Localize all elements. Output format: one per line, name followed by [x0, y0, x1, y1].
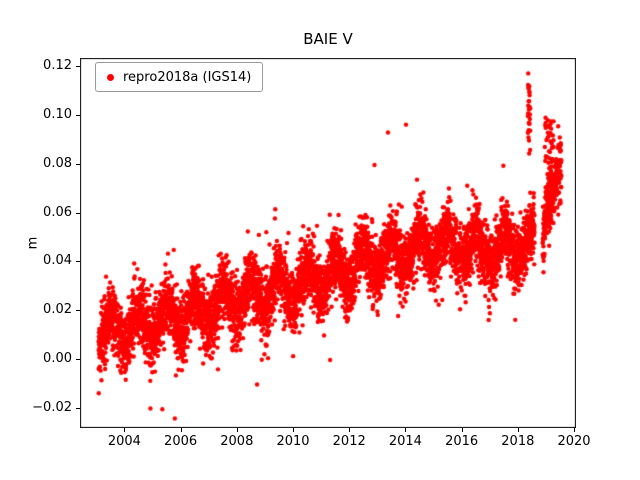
- y-tick-label: 0.04: [43, 253, 72, 269]
- legend-marker-icon: [107, 73, 114, 81]
- y-tick-mark: [76, 359, 80, 361]
- x-tick-mark: [349, 428, 351, 432]
- y-tick-label: 0.00: [43, 351, 72, 367]
- x-tick-mark: [236, 428, 238, 432]
- y-tick-mark: [76, 407, 80, 409]
- y-tick-label: −0.02: [32, 399, 72, 415]
- plot-area: [80, 58, 576, 428]
- y-tick-label: 0.06: [43, 204, 72, 220]
- y-tick-mark: [76, 163, 80, 165]
- x-tick-label: 2012: [332, 434, 366, 449]
- x-tick-mark: [405, 428, 407, 432]
- y-axis-label: m: [25, 236, 41, 250]
- legend: repro2018a (IGS14): [95, 62, 264, 92]
- y-tick-label: 0.12: [43, 58, 72, 74]
- x-tick-label: 2010: [276, 434, 310, 449]
- scatter-points-canvas: [80, 58, 576, 428]
- y-tick-label: 0.02: [43, 302, 72, 318]
- y-tick-label: 0.08: [43, 155, 72, 171]
- y-tick-mark: [76, 212, 80, 214]
- y-tick-label: 0.10: [43, 106, 72, 122]
- x-tick-label: 2018: [501, 434, 535, 449]
- x-tick-label: 2016: [445, 434, 479, 449]
- x-tick-label: 2020: [557, 434, 591, 449]
- chart-title: BAIE V: [303, 30, 353, 48]
- x-tick-mark: [517, 428, 519, 432]
- y-tick-mark: [76, 114, 80, 116]
- x-tick-label: 2008: [220, 434, 254, 449]
- y-tick-mark: [76, 310, 80, 312]
- x-tick-label: 2014: [388, 434, 422, 449]
- x-tick-mark: [180, 428, 182, 432]
- legend-label: repro2018a (IGS14): [123, 69, 252, 85]
- x-tick-label: 2006: [164, 434, 198, 449]
- x-tick-mark: [124, 428, 126, 432]
- x-tick-label: 2004: [107, 434, 141, 449]
- x-tick-mark: [574, 428, 576, 432]
- x-tick-mark: [293, 428, 294, 432]
- y-tick-mark: [76, 261, 80, 263]
- y-tick-mark: [76, 66, 80, 68]
- x-tick-mark: [461, 428, 463, 432]
